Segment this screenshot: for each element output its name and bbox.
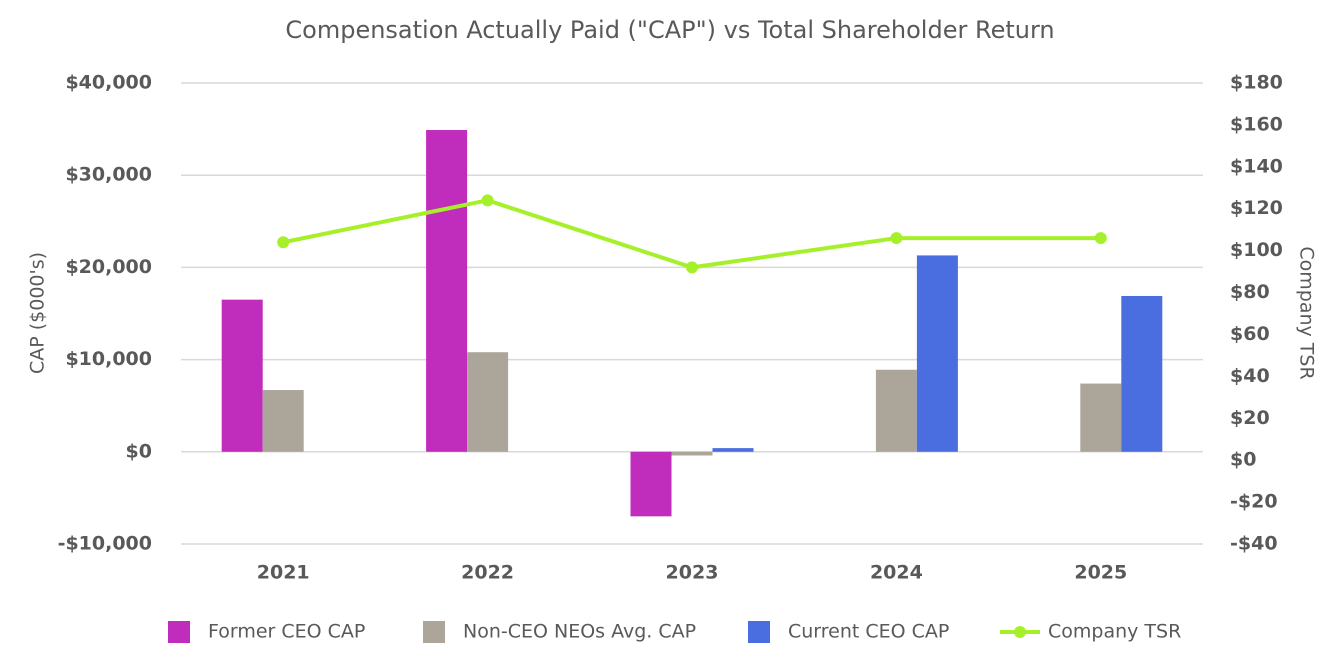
y2-axis-label: Company TSR [1296, 246, 1318, 379]
bar [221, 299, 263, 452]
y2-tick-label: $80 [1230, 281, 1270, 303]
legend-label: Company TSR [1048, 621, 1181, 643]
legend-label: Current CEO CAP [788, 621, 949, 643]
tsr-marker [481, 194, 494, 207]
bar [262, 390, 304, 452]
bar [1080, 383, 1122, 452]
legend-marker [1014, 626, 1026, 638]
bar [671, 451, 713, 456]
y-tick-label: $0 [126, 440, 152, 462]
y-tick-label: $20,000 [65, 256, 152, 278]
legend-label: Non-CEO NEOs Avg. CAP [463, 621, 696, 643]
tsr-marker [277, 236, 290, 249]
legend-swatch [423, 621, 445, 643]
y-tick-label: $30,000 [65, 164, 152, 186]
tsr-marker [890, 232, 903, 245]
bar [916, 255, 958, 452]
y-tick-label: $10,000 [65, 348, 152, 370]
x-tick-label: 2024 [870, 562, 923, 584]
bar [712, 448, 754, 452]
bar [426, 130, 468, 452]
legend-swatch [748, 621, 770, 643]
y2-tick-label: $180 [1230, 72, 1283, 94]
x-tick-label: 2021 [257, 562, 310, 584]
bar [1121, 295, 1163, 452]
x-tick-label: 2025 [1074, 562, 1127, 584]
tsr-line [282, 198, 1101, 270]
legend-label: Former CEO CAP [208, 621, 365, 643]
y2-tick-label: $60 [1230, 323, 1270, 345]
y-tick-label: -$10,000 [58, 533, 152, 555]
y2-tick-label: -$20 [1230, 491, 1278, 513]
tsr-marker [1094, 232, 1107, 245]
y-axis-label: CAP ($000's) [27, 252, 49, 374]
legend-swatch [168, 621, 190, 643]
x-tick-label: 2023 [666, 562, 719, 584]
y2-tick-label: $40 [1230, 365, 1270, 387]
y2-tick-label: $100 [1230, 239, 1283, 261]
tsr-marker [686, 261, 698, 274]
chart-title: Compensation Actually Paid ("CAP") vs To… [285, 16, 1054, 44]
y2-tick-label: $140 [1230, 155, 1283, 177]
y2-tick-label: $0 [1230, 449, 1256, 471]
bar [467, 352, 509, 452]
y2-tick-label: $120 [1230, 197, 1283, 219]
y2-tick-label: $20 [1230, 407, 1270, 429]
x-tick-label: 2022 [461, 562, 514, 584]
bar [875, 369, 917, 452]
y2-tick-label: $160 [1230, 113, 1283, 135]
bar [630, 451, 672, 517]
y-tick-label: $40,000 [65, 72, 152, 94]
y2-tick-label: -$40 [1230, 533, 1278, 555]
